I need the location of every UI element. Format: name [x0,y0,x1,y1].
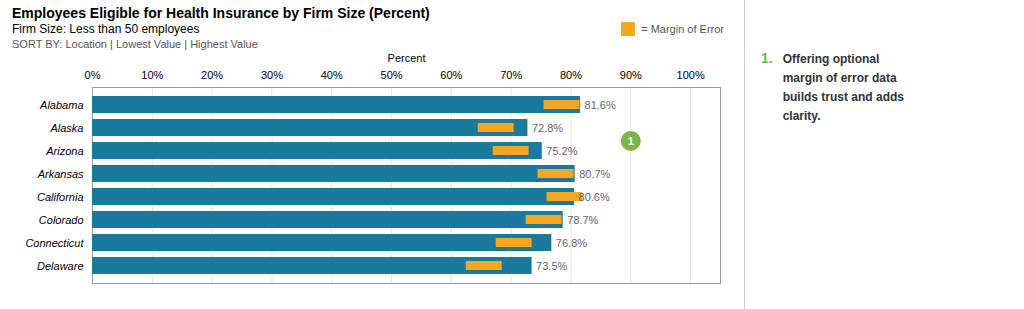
svg-text:60%: 60% [440,69,462,81]
svg-text:76.8%: 76.8% [556,237,587,249]
html-text:1.: 1. [761,50,773,66]
svg-text:20%: 20% [201,69,223,81]
svg-text:Colorado: Colorado [39,214,84,226]
svg-text:30%: 30% [261,69,283,81]
svg-text:0%: 0% [85,69,101,81]
svg-text:1: 1 [628,135,634,147]
svg-text:80.7%: 80.7% [579,168,610,180]
html-text:= Margin of Error: = Margin of Error [641,23,724,35]
svg-text:Arizona: Arizona [45,145,83,157]
svg-text:Alabama: Alabama [39,99,83,111]
svg-text:10%: 10% [141,69,163,81]
svg-text:75.2%: 75.2% [546,145,577,157]
html-text:Employees Eligible for Health: Employees Eligible for Health Insurance … [12,5,430,21]
svg-text:90%: 90% [620,69,642,81]
svg-text:Delaware: Delaware [37,260,83,272]
html-text:Offering optional margin of er: Offering optional margin of error data b… [782,52,904,123]
svg-text:Alaska: Alaska [49,122,83,134]
svg-text:40%: 40% [321,69,343,81]
svg-text:80.6%: 80.6% [579,191,610,203]
svg-text:73.5%: 73.5% [536,260,567,272]
svg-text:Arkansas: Arkansas [37,168,84,180]
svg-text:78.7%: 78.7% [567,214,598,226]
svg-text:81.6%: 81.6% [585,99,616,111]
svg-text:80%: 80% [560,69,582,81]
svg-text:California: California [37,191,83,203]
svg-text:50%: 50% [381,69,403,81]
svg-text:72.8%: 72.8% [532,122,563,134]
svg-text:100%: 100% [677,69,705,81]
html-text:Firm Size: Less than 50 employ: Firm Size: Less than 50 employees [12,22,200,36]
svg-text:Connecticut: Connecticut [25,237,84,249]
html-text:SORT BY: Location | Lowest Val: SORT BY: Location | Lowest Value | Highe… [12,38,258,50]
svg-text:70%: 70% [500,69,522,81]
svg-text:Percent: Percent [388,52,426,64]
